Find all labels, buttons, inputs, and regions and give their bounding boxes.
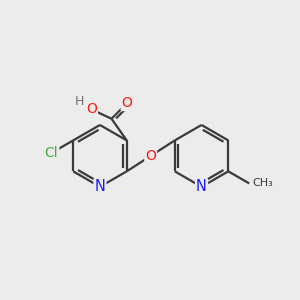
Text: Cl: Cl [45, 146, 58, 160]
Text: H: H [74, 94, 84, 108]
Text: O: O [122, 96, 133, 110]
Text: N: N [196, 179, 207, 194]
Text: O: O [86, 102, 97, 116]
Text: O: O [145, 149, 156, 163]
Text: N: N [94, 179, 105, 194]
Text: CH₃: CH₃ [252, 178, 273, 188]
